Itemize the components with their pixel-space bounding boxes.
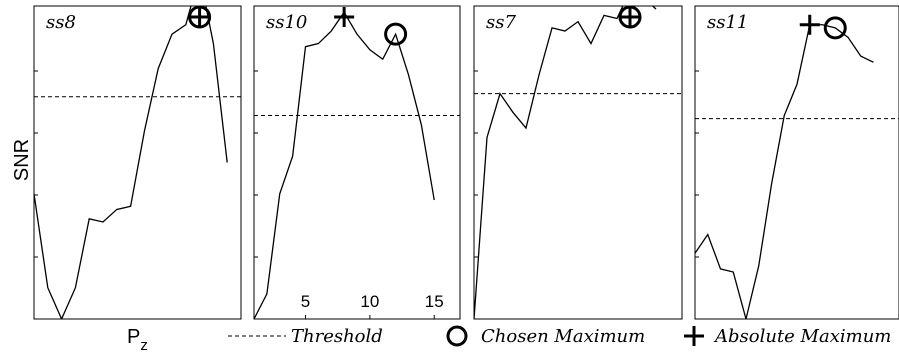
panel-ss8: ss8 [33,5,242,320]
panel-frame [473,5,683,320]
chosen-maximum-marker [823,16,847,40]
absolute-maximum-marker [189,7,210,27]
panel-ss10: 5 10 15 ss10 [253,5,461,320]
legend-absolute-max-marker [684,326,704,346]
panel-title: ss10 [266,12,307,33]
absolute-maximum-marker [799,14,820,35]
panel-ss11: ss11 [694,5,899,320]
panel-frame [33,5,242,320]
x-axis-label: Pz [127,326,148,354]
legend-threshold-label: Threshold [291,326,383,347]
x-axis-label-sub: z [140,337,148,354]
x-tick-label-15: 15 [425,292,444,311]
absolute-maximum-marker [620,7,640,27]
panel-title: ss8 [46,12,76,33]
x-axis-label-main: P [127,326,140,348]
x-tick-label-5: 5 [301,292,310,311]
snr-series-line [34,6,228,319]
y-axis-label: SNR [11,139,33,181]
panel-frame [694,5,899,320]
legend-absolute-max-label: Absolute Maximum [713,326,891,347]
snr-series-line [254,11,435,319]
panel-title: ss11 [707,12,748,33]
snr-series-line [695,24,874,319]
absolute-maximum-marker [334,7,355,27]
legend-chosen-max-label: Chosen Maximum [481,326,645,347]
legend: Threshold Chosen Maximum Absolute Maximu… [228,325,891,347]
x-tick-label-10: 10 [360,292,379,311]
panels-group: ss8 5 10 15 ss10 ss7 ss11 [33,5,899,320]
legend-chosen-max-marker [446,325,468,347]
chosen-maximum-marker [384,22,408,46]
panel-ss7: ss7 [473,5,683,320]
snr-series-line [474,6,657,319]
panel-title: ss7 [486,12,516,33]
panel-frame [253,5,461,320]
